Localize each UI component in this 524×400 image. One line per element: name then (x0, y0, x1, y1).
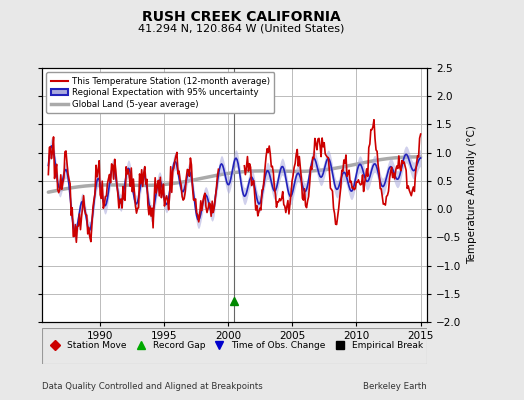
Y-axis label: Temperature Anomaly (°C): Temperature Anomaly (°C) (467, 126, 477, 264)
Text: Berkeley Earth: Berkeley Earth (363, 382, 427, 391)
Text: 41.294 N, 120.864 W (United States): 41.294 N, 120.864 W (United States) (138, 23, 344, 33)
Text: RUSH CREEK CALIFORNIA: RUSH CREEK CALIFORNIA (141, 10, 341, 24)
Legend: Station Move, Record Gap, Time of Obs. Change, Empirical Break: Station Move, Record Gap, Time of Obs. C… (42, 338, 427, 354)
Text: Data Quality Controlled and Aligned at Breakpoints: Data Quality Controlled and Aligned at B… (42, 382, 263, 391)
Legend: This Temperature Station (12-month average), Regional Expectation with 95% uncer: This Temperature Station (12-month avera… (46, 72, 275, 113)
